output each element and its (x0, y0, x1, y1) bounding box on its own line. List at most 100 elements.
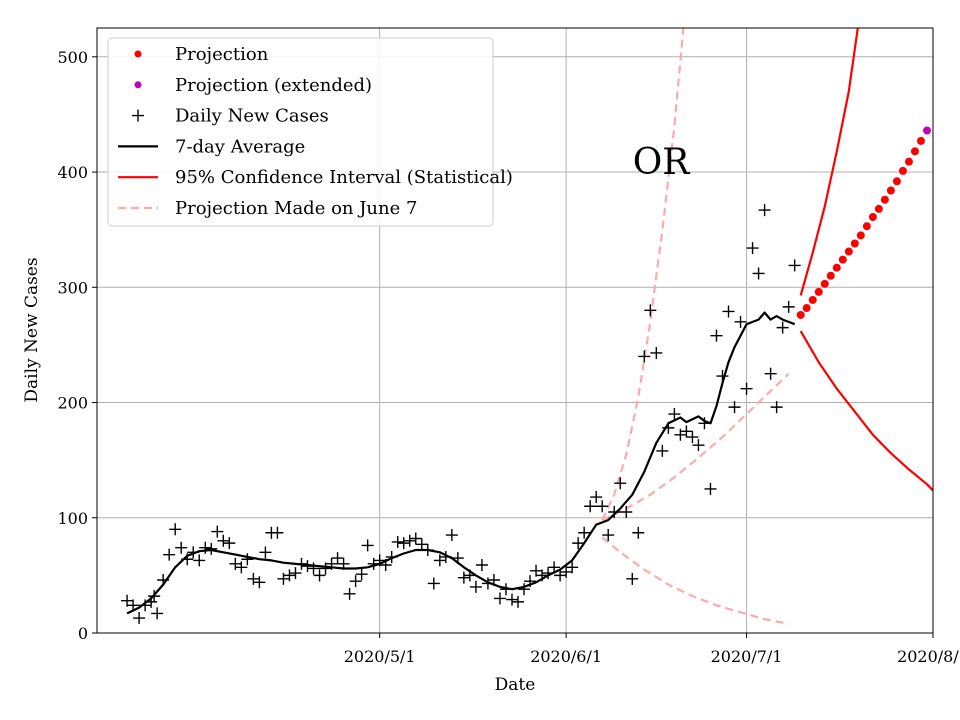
daily-case-point (445, 529, 458, 542)
daily-case-point (319, 562, 332, 575)
daily-case-point (169, 523, 182, 536)
daily-case-point (530, 564, 543, 577)
daily-case-point (716, 370, 729, 383)
daily-case-point (481, 577, 494, 590)
daily-case-point (554, 569, 567, 582)
daily-case-point (746, 242, 759, 255)
daily-case-point (235, 561, 248, 574)
legend-label-ci: 95% Confidence Interval (Statistical) (175, 167, 513, 188)
plot-frame (96, 27, 934, 634)
point-projection (904, 157, 913, 166)
daily-case-point (493, 592, 506, 605)
daily-case-point (133, 612, 146, 625)
series-line-june-7-upper (601, 28, 685, 521)
daily-case-point (704, 482, 717, 495)
daily-case-point (734, 315, 747, 328)
daily-case-point (692, 439, 705, 452)
daily-case-point (205, 542, 218, 555)
daily-case-point (121, 594, 134, 607)
daily-case-point (331, 552, 344, 565)
x-tick-label: 2020/7/1 (711, 647, 783, 666)
y-tick-label: 200 (57, 394, 88, 413)
daily-case-point (145, 595, 158, 608)
daily-case-point (698, 417, 711, 430)
y-tick-label: 500 (57, 48, 88, 67)
series-line-june-7-middle (601, 372, 790, 522)
daily-case-point (199, 541, 212, 554)
series-line-95-ci-lower (799, 330, 933, 493)
daily-case-point (475, 559, 488, 572)
legend: Projection Projection (extended) Daily New… (107, 37, 513, 227)
daily-case-point (397, 537, 410, 550)
daily-case-point (223, 537, 236, 550)
daily-case-point (776, 321, 789, 334)
point-projection (826, 271, 835, 280)
legend-label-projection: Projection (175, 44, 269, 65)
daily-case-point (680, 425, 693, 438)
daily-case-point (710, 329, 723, 342)
legend-marker-projection_extended (134, 81, 142, 89)
daily-case-point (163, 548, 176, 561)
daily-case-point (638, 350, 651, 363)
daily-case-point (722, 305, 735, 318)
daily-case-point (193, 554, 206, 567)
daily-case-point (139, 599, 152, 612)
daily-case-point (325, 557, 338, 570)
y-tick-label: 400 (57, 163, 88, 182)
daily-case-point (343, 587, 356, 600)
daily-case-point (289, 567, 302, 580)
daily-case-point (518, 583, 531, 596)
daily-case-point (253, 576, 266, 589)
point-projection (880, 195, 889, 204)
y-tick-label: 100 (57, 509, 88, 528)
point-projection (838, 255, 847, 264)
series-group (121, 28, 933, 625)
daily-case-point (301, 560, 314, 573)
daily-case-point (349, 575, 362, 588)
daily-case-point (259, 546, 272, 559)
x-axis-label: Date (495, 675, 536, 695)
x-tick-label: 2020/6/1 (530, 647, 602, 666)
series-line-7-day-average (126, 311, 796, 615)
daily-case-point (247, 572, 260, 585)
daily-case-point (728, 401, 741, 414)
daily-case-point (566, 561, 579, 574)
point-projection (898, 166, 907, 175)
y-axis-label: Daily New Cases (22, 257, 42, 402)
daily-case-point (151, 607, 164, 620)
daily-case-point (433, 554, 446, 567)
daily-case-point (355, 568, 368, 581)
daily-case-point (674, 428, 687, 441)
daily-case-point (752, 267, 765, 280)
daily-case-point (148, 590, 161, 603)
legend-label-june7: Projection Made on June 7 (175, 198, 417, 219)
daily-case-point (463, 569, 476, 582)
daily-case-point (536, 569, 549, 582)
daily-case-point (608, 506, 621, 518)
daily-case-point (740, 382, 753, 395)
point-projection-extended (922, 126, 931, 135)
daily-case-point (337, 557, 350, 570)
daily-case-point (421, 544, 434, 557)
daily-case-point (668, 408, 681, 421)
daily-case-point (758, 204, 771, 217)
daily-case-point (656, 444, 669, 457)
daily-case-point (379, 559, 392, 572)
daily-case-point (782, 300, 795, 313)
daily-case-point (548, 561, 561, 574)
series-line-95-ci-upper (799, 28, 859, 296)
daily-case-point (217, 534, 230, 547)
point-projection (808, 295, 817, 304)
legend-marker-daily (132, 109, 144, 122)
daily-case-point (499, 583, 512, 596)
point-projection (820, 279, 829, 288)
y-tick-label: 0 (78, 624, 88, 643)
daily-case-point (560, 565, 573, 578)
x-tick-label: 2020/8/1 (897, 647, 960, 666)
daily-case-point (409, 532, 422, 545)
daily-case-point (662, 421, 675, 434)
daily-case-point (788, 259, 801, 272)
daily-case-point (157, 573, 170, 586)
daily-case-point (578, 526, 591, 539)
series-layer (121, 28, 933, 625)
